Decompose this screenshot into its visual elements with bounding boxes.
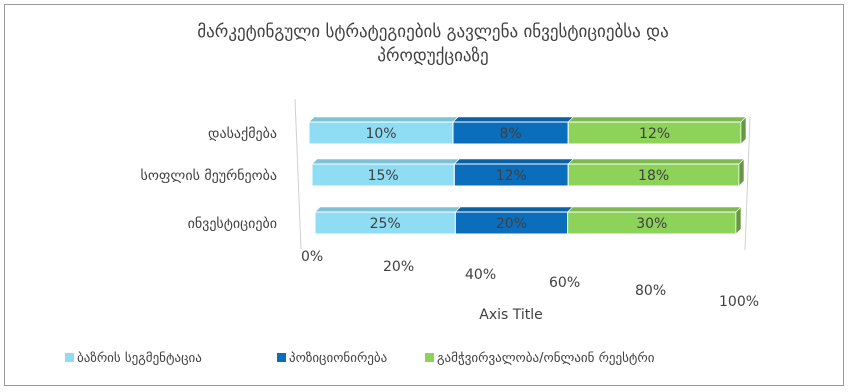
category-label: სოფლის მეურნეობა [141, 167, 277, 184]
legend-item: ბაზრის სეგმენტაცია [65, 351, 202, 366]
bar-segment: 12% [453, 158, 574, 187]
x-tick-label: 40% [465, 267, 496, 283]
bar-segment: 10% [308, 116, 459, 145]
bar-segment: 15% [311, 158, 461, 187]
axis-lines [294, 98, 751, 251]
bar-top-face [452, 116, 574, 123]
legend-swatch [277, 353, 286, 362]
bar-side-face [738, 158, 745, 187]
bar-top-face [567, 158, 745, 165]
bar-top-face [314, 206, 462, 213]
legend-item: პოზიციონირება [277, 351, 387, 366]
bar-top-face [308, 116, 459, 123]
data-label: 8% [499, 126, 521, 142]
bar-top-face [311, 158, 461, 165]
category-axis: დასაქმება სოფლის მეურნეობა ინვესტიციები [141, 126, 277, 232]
bar-segment: 8% [452, 116, 574, 145]
x-tick-label: 20% [383, 259, 414, 275]
category-label: ინვესტიციები [188, 216, 277, 232]
x-tick-label: 0% [301, 249, 323, 265]
data-label: 10% [365, 126, 396, 142]
category-label: დასაქმება [208, 126, 277, 142]
bar-segment: 30% [566, 206, 742, 235]
legend: ბაზრის სეგმენტაცია პოზიციონირება გამჭვირვა… [65, 351, 655, 366]
x-axis-title: Axis Title [479, 307, 543, 323]
bars: 10% 8% 12% 15% 12% 18% 25% 20% 30% [308, 116, 747, 235]
x-tick-label: 100% [719, 294, 759, 310]
bar-segment: 20% [454, 206, 574, 235]
data-label: 18% [638, 168, 669, 184]
data-label: 15% [368, 168, 399, 184]
bar-top-face [566, 206, 742, 213]
data-label: 12% [496, 168, 527, 184]
stacked-bar-chart: მარკეტინგული სტრატეგიების გავლენა ინვესტ… [65, 22, 759, 366]
data-label: 25% [370, 216, 401, 232]
bar-segment: 12% [567, 116, 747, 145]
bar-side-face [740, 116, 747, 145]
bar-top-face [567, 116, 747, 123]
legend-label: გამჭვირვალობა/ონლაინ რეესტრი [437, 351, 655, 366]
legend-label: ბაზრის სეგმენტაცია [77, 351, 202, 366]
legend-label: პოზიციონირება [289, 351, 387, 366]
x-tick-label: 60% [549, 275, 580, 291]
chart-title-line-2: პროდუქციაზე [377, 46, 488, 66]
legend-swatch [425, 353, 434, 362]
chart-frame: მარკეტინგული სტრატეგიების გავლენა ინვესტ… [4, 4, 844, 386]
chart-title: მარკეტინგული სტრატეგიების გავლენა ინვესტ… [197, 22, 668, 66]
category-axis-line [294, 98, 302, 250]
value-axis: 0% 20% 40% 60% 80% 100% [301, 249, 759, 310]
bar-segment: 18% [567, 158, 745, 187]
bar-top-face [453, 158, 574, 165]
legend-swatch [65, 353, 74, 362]
chart-title-line-1: მარკეტინგული სტრატეგიების გავლენა ინვესტ… [197, 22, 668, 42]
data-label: 20% [496, 216, 527, 232]
back-wall-line [744, 116, 751, 251]
bar-top-face [454, 206, 574, 213]
bar-segment: 25% [314, 206, 462, 235]
data-label: 30% [636, 216, 667, 232]
legend-item: გამჭვირვალობა/ონლაინ რეესტრი [425, 351, 655, 366]
bar-side-face [735, 206, 742, 235]
data-label: 12% [639, 126, 670, 142]
x-tick-label: 80% [635, 283, 666, 299]
